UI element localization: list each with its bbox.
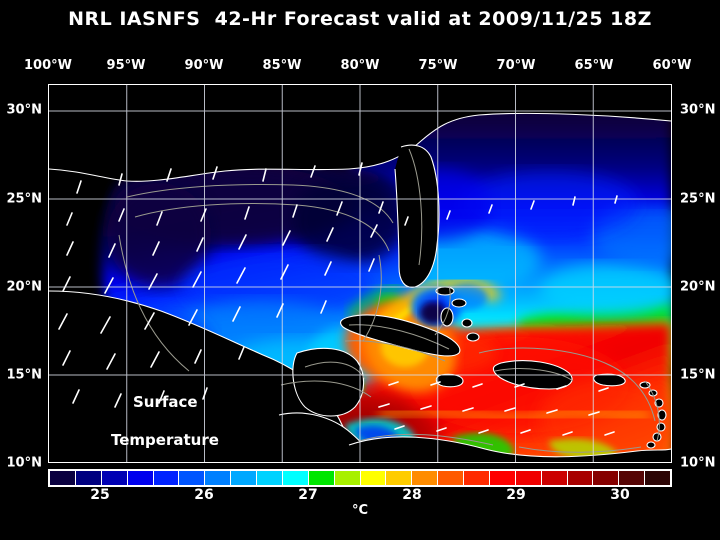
colorbar-block [127, 471, 154, 485]
lat-tick-label: 25°N [680, 191, 716, 207]
colorbar-block [179, 471, 206, 485]
colorbar-tick-label: 28 [402, 487, 422, 503]
colorbar-block [386, 471, 413, 485]
colorbar-block [567, 471, 594, 485]
colorbar-block [645, 471, 670, 485]
colorbar-block [438, 471, 464, 485]
colorbar-tick-label: 27 [298, 487, 318, 503]
colorbar-tick-label: 30 [610, 487, 630, 503]
colorbar-block [334, 471, 361, 485]
colorbar-block [464, 471, 490, 485]
colorbar-block [593, 471, 620, 485]
colorbar-block [282, 471, 309, 485]
colorbar-block [412, 471, 439, 485]
longitude-axis: 100°W 95°W 90°W 85°W 80°W 75°W 70°W 65°W 60°W [24, 58, 691, 74]
lat-tick-label: 20°N [6, 279, 42, 295]
sst-field: Surface Temperature [49, 85, 671, 462]
colorbar-tick-label: 29 [506, 487, 526, 503]
colorbar-tick-label: 25 [90, 487, 110, 503]
colorbar-block [257, 471, 283, 485]
colorbar-block [50, 471, 76, 485]
lat-tick-label: 30°N [680, 102, 716, 118]
colorbar-block [360, 471, 387, 485]
colorbar-block [101, 471, 128, 485]
lon-tick-label: 90°W [184, 58, 224, 73]
colorbar-block [541, 471, 568, 485]
lat-tick-label: 15°N [680, 367, 716, 383]
colorbar-unit-label: °C [351, 503, 369, 518]
figure-title: NRL IASNFS 42-Hr Forecast valid at 2009/… [68, 8, 652, 30]
latitude-axis-right: 30°N 25°N 20°N 15°N 10°N [676, 84, 720, 471]
map-gridlines [49, 85, 671, 462]
colorbar-block [153, 471, 180, 485]
latitude-axis-left: 30°N 25°N 20°N 15°N 10°N [0, 84, 46, 471]
lon-tick-label: 65°W [574, 58, 614, 73]
colorbar-block [205, 471, 232, 485]
map-canvas: Surface Temperature [49, 85, 671, 462]
lat-tick-label: 10°N [680, 455, 716, 471]
colorbar[interactable] [48, 469, 672, 487]
field-label-line2: Temperature [111, 431, 219, 449]
field-label-line1: Surface [133, 393, 198, 411]
colorbar-block [489, 471, 516, 485]
lat-tick-label: 25°N [6, 191, 42, 207]
colorbar-block [515, 471, 542, 485]
colorbar-block [308, 471, 335, 485]
colorbar-block [231, 471, 257, 485]
lat-tick-label: 15°N [6, 367, 42, 383]
lon-tick-label: 80°W [340, 58, 380, 73]
colorbar-tick-labels: 25 26 27 28 29 30 [48, 487, 672, 505]
lon-tick-label: 60°W [652, 58, 692, 73]
lon-tick-label: 100°W [24, 58, 72, 73]
lon-tick-label: 70°W [496, 58, 536, 73]
lat-tick-label: 30°N [6, 102, 42, 118]
current-vector-arrows [58, 162, 618, 436]
lon-tick-label: 85°W [262, 58, 302, 73]
lon-tick-label: 95°W [106, 58, 146, 73]
colorbar-block [75, 471, 102, 485]
lat-tick-label: 20°N [680, 279, 716, 295]
colorbar-tick-label: 26 [194, 487, 214, 503]
map-plot-area[interactable]: Surface Temperature [48, 84, 672, 463]
lon-tick-label: 75°W [418, 58, 458, 73]
lat-tick-label: 10°N [6, 455, 42, 471]
colorbar-block [619, 471, 646, 485]
